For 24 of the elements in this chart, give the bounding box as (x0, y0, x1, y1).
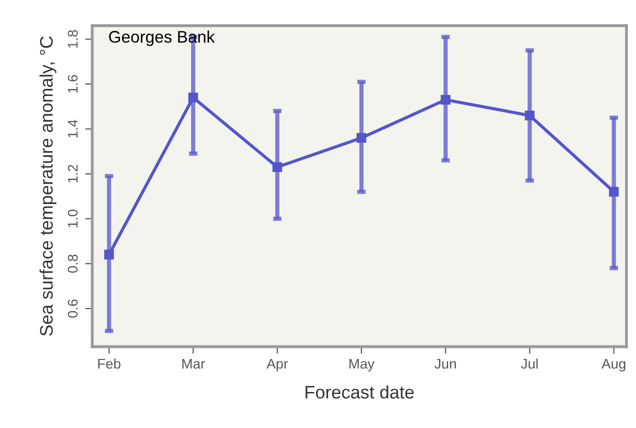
annotation: Georges Bank (109, 30, 215, 46)
y-tick-label: 1.8 (68, 30, 78, 48)
x-tick-label: May (349, 358, 375, 372)
x-axis-title: Forecast date (306, 385, 414, 399)
x-tick-label: Mar (182, 358, 205, 369)
y-axis-title: Sea surface temperature anomaly, °C (40, 36, 56, 336)
point (356, 133, 366, 143)
x-tick-label: Aug (602, 358, 626, 372)
point (524, 110, 535, 120)
x-tick-label: Apr (266, 358, 288, 372)
y-tick-label: 1.4 (68, 120, 78, 138)
y-tick-label: 1.2 (68, 164, 78, 182)
y-tick-label: 1.6 (68, 75, 78, 93)
point (608, 186, 619, 197)
y-tick-label: 1.0 (68, 210, 78, 228)
point (272, 162, 282, 172)
x-tick-label: Jun (434, 358, 456, 369)
point (104, 250, 114, 260)
point (188, 92, 198, 102)
y-tick-label: 0.6 (68, 299, 78, 318)
x-tick-label: Jul (521, 358, 538, 369)
y-tick-label: 0.8 (68, 254, 78, 273)
point (440, 94, 450, 105)
x-tick-label: Feb (98, 358, 120, 369)
